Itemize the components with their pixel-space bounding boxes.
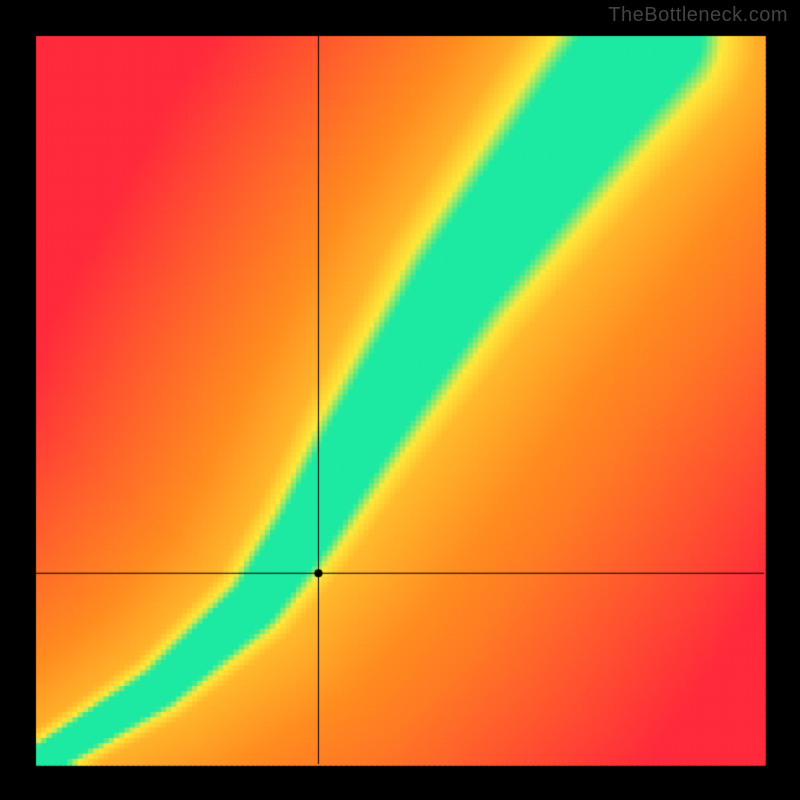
heatmap-canvas (0, 0, 800, 800)
chart-container: TheBottleneck.com (0, 0, 800, 800)
watermark-text: TheBottleneck.com (608, 4, 788, 27)
